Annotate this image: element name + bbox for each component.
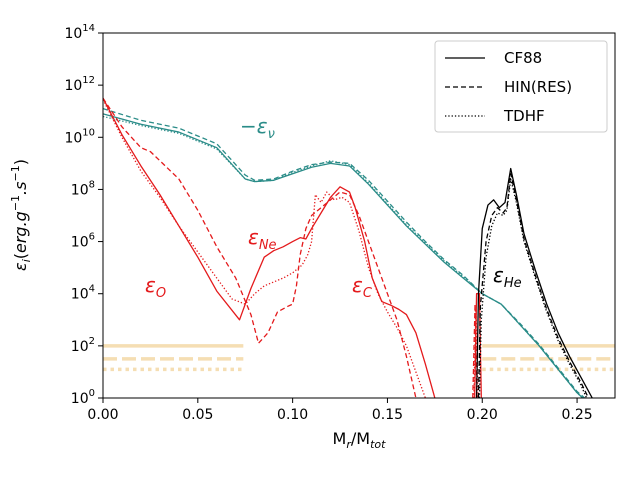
series-o-ne-c-hin-res- (103, 97, 417, 398)
y-tick-label: 1012 (64, 75, 95, 94)
x-axis-label: Mr/Mtot (333, 429, 387, 451)
series-o-ne-c-tdhf (103, 99, 426, 398)
series-neutrino-tdhf (103, 115, 584, 398)
annotation-oxygen: εO (145, 273, 166, 301)
series-he-tdhf (478, 178, 588, 398)
legend-label-cf88: CF88 (504, 49, 542, 67)
series-c-spike-hin-res- (472, 303, 478, 398)
legend-box (434, 40, 608, 133)
axis-ticks: 0.00 0.05 0.10 0.15 0.20 0.25 100 102 104 106 108 1… (64, 23, 592, 423)
x-tick-label: 0.05 (182, 407, 213, 423)
plot-frame (102, 32, 616, 399)
y-tick-label: 104 (71, 284, 95, 303)
series-he-hin-res- (477, 173, 590, 398)
annotation-neon: εNe (248, 225, 277, 253)
annotation-neutrino: −εν (240, 114, 275, 142)
y-tick-label: 1014 (64, 23, 95, 42)
y-tick-label: 108 (71, 179, 95, 198)
annotation-carbon: εC (352, 273, 373, 301)
series-neutrino-hin-res- (103, 107, 586, 398)
threshold-lines (103, 344, 615, 372)
legend-label-tdhf: TDHF (503, 107, 545, 125)
annotation-helium: εHe (493, 263, 522, 291)
x-tick-label: 0.00 (87, 407, 118, 423)
series-lines (103, 97, 593, 398)
legend-label-hinres: HIN(RES) (504, 78, 572, 96)
y-tick-label: 100 (71, 388, 95, 407)
legend: CF88 HIN(RES) TDHF (434, 40, 608, 133)
y-axis-label: εi(erg.g−1.s−1) (9, 159, 33, 271)
y-tick-label: 102 (71, 336, 95, 355)
x-tick-label: 0.25 (561, 407, 592, 423)
series-o-ne-c-cf88 (103, 97, 436, 398)
series-neutrino-cf88 (103, 113, 584, 398)
x-tick-label: 0.15 (372, 407, 403, 423)
y-tick-label: 106 (71, 232, 95, 251)
y-tick-label: 1010 (64, 127, 95, 146)
x-tick-label: 0.10 (277, 407, 308, 423)
annotations: −εν εNe εO εC εHe (145, 114, 522, 301)
series-he-cf88 (475, 167, 593, 398)
x-tick-label: 0.20 (467, 407, 498, 423)
